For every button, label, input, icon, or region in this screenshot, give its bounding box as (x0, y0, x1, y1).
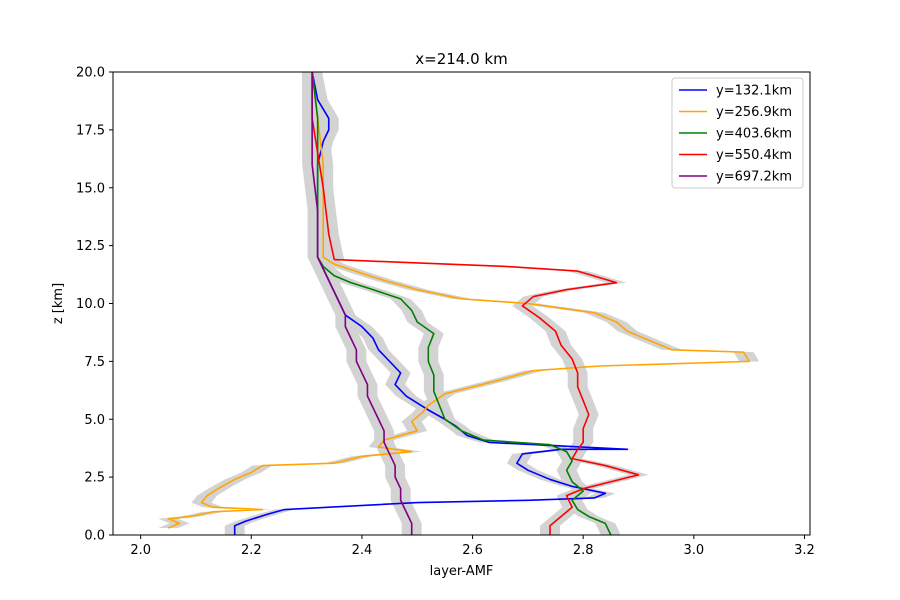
legend-label-1: y=132.1km (716, 84, 792, 99)
y-axis: 0.0 2.5 5.0 7.5 10.0 12.5 15.0 17.5 20.0 (76, 66, 113, 544)
series-lines (167, 71, 750, 536)
x-tick-label: 2.4 (352, 543, 373, 558)
y-tick-label: 17.5 (76, 123, 105, 138)
legend-label-5: y=697.2km (716, 170, 792, 185)
legend-label-2: y=256.9km (716, 105, 792, 120)
x-tick-label: 3.0 (683, 543, 704, 558)
x-axis-label: layer-AMF (430, 564, 494, 579)
legend: y=132.1km y=256.9km y=403.6km y=550.4km y=69… (671, 77, 804, 189)
uncertainty-band-5 (302, 72, 422, 535)
y-tick-label: 20.0 (76, 66, 105, 81)
legend-label-4: y=550.4km (716, 148, 792, 163)
y-tick-label: 2.5 (84, 471, 105, 486)
chart-title: x=214.0 km (415, 50, 507, 68)
y-tick-label: 12.5 (76, 239, 105, 254)
y-tick-label: 5.0 (84, 413, 105, 428)
x-tick-label: 2.6 (462, 543, 483, 558)
x-tick-label: 3.2 (794, 543, 815, 558)
x-tick-label: 2.2 (241, 543, 262, 558)
legend-box (671, 77, 804, 189)
x-tick-label: 2.8 (573, 543, 594, 558)
legend-label-3: y=403.6km (716, 127, 792, 142)
series-line-4 (311, 72, 640, 535)
y-tick-label: 10.0 (76, 297, 105, 312)
series-line-5 (311, 72, 413, 535)
y-tick-label: 0.0 (84, 529, 105, 544)
y-tick-label: 15.0 (76, 181, 105, 196)
y-axis-label: z [km] (51, 283, 66, 324)
uncertainty-bands (158, 72, 760, 535)
y-tick-label: 7.5 (84, 355, 105, 370)
x-axis: 2.0 2.2 2.4 2.6 2.8 3.0 3.2 (130, 535, 815, 558)
x-tick-label: 2.0 (130, 543, 151, 558)
